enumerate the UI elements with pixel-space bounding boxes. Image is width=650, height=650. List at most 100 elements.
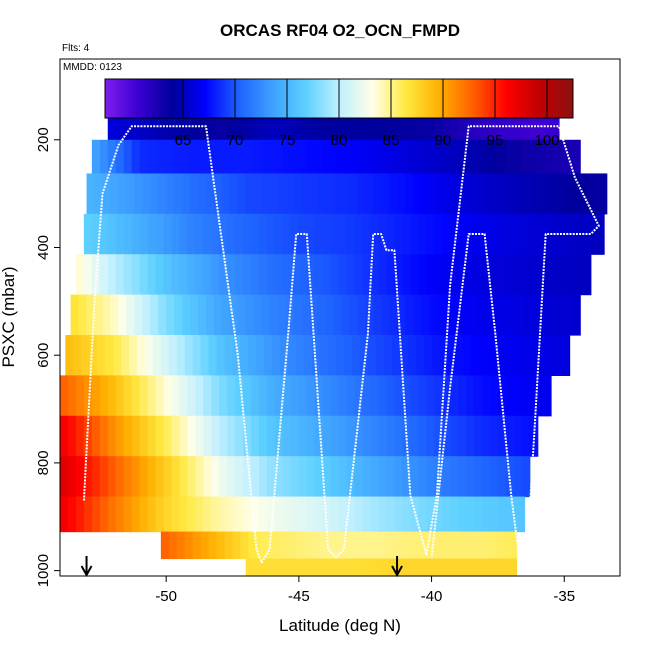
heatmap-cell — [115, 254, 125, 296]
heatmap-cell — [333, 294, 342, 336]
heatmap-cell — [370, 375, 380, 417]
heatmap-cell — [314, 254, 324, 296]
colorbar-segment — [479, 79, 483, 118]
heatmap-cell — [328, 531, 337, 560]
heatmap-cell — [282, 254, 292, 296]
heatmap-cell — [426, 254, 435, 296]
heatmap-cell — [67, 375, 77, 417]
colorbar-segment — [422, 79, 426, 118]
heatmap-cell — [102, 294, 112, 336]
y-tick-label: 800 — [35, 450, 52, 475]
heatmap-cell — [389, 173, 398, 215]
colorbar-segment — [500, 79, 504, 118]
heatmap-cell — [110, 173, 119, 215]
colorbar-segment — [557, 79, 561, 118]
heatmap-cell — [168, 335, 178, 376]
heatmap-cell — [474, 375, 483, 417]
heatmap-cell — [152, 335, 162, 376]
colorbar-segment — [146, 79, 150, 118]
heatmap-cell — [227, 456, 236, 498]
heatmap-cell — [99, 213, 109, 255]
colorbar-segment — [118, 79, 122, 118]
heatmap-cell — [267, 456, 276, 498]
heatmap-cell — [455, 531, 465, 560]
heatmap-cell — [513, 139, 523, 175]
heatmap-cell — [203, 254, 212, 296]
colorbar-segment — [180, 79, 184, 118]
heatmap-cell — [346, 254, 356, 296]
colorbar-segment — [136, 79, 140, 118]
heatmap-cell — [195, 496, 204, 533]
heatmap-cell — [168, 531, 178, 560]
heatmap-cell — [176, 531, 186, 560]
heatmap-cell — [131, 456, 141, 498]
colorbar-segment — [105, 79, 109, 118]
heatmap-cell — [282, 112, 292, 141]
colorbar-segment — [443, 79, 447, 118]
heatmap-cell — [139, 254, 149, 296]
heatmap-cell — [203, 415, 212, 457]
heatmap-cell — [200, 335, 210, 376]
heatmap-cell — [123, 415, 133, 457]
flight-track-line — [82, 125, 600, 564]
heatmap-cell — [569, 139, 579, 175]
heatmap-cell — [190, 294, 199, 336]
heatmap-cell — [187, 254, 196, 296]
heatmap-cell — [245, 173, 255, 215]
colorbar-segment — [219, 79, 223, 118]
colorbar-segment — [562, 79, 566, 118]
colorbar-segment — [391, 79, 395, 118]
colorbar-segment — [484, 79, 488, 118]
heatmap-cell — [115, 139, 125, 175]
heatmap-cell — [394, 496, 403, 533]
colorbar-tick-label: 90 — [435, 132, 452, 149]
heatmap-cell — [267, 496, 276, 533]
heatmap-cell — [521, 254, 531, 296]
heatmap-cell — [158, 294, 167, 336]
heatmap-cell — [407, 335, 417, 376]
heatmap-cell — [89, 335, 98, 376]
heatmap-cell — [428, 294, 438, 336]
heatmap-cell — [251, 139, 260, 175]
heatmap-cell — [521, 213, 531, 255]
heatmap-cell — [527, 335, 536, 376]
heatmap-cell — [450, 139, 459, 175]
colorbar-segment — [354, 79, 358, 118]
heatmap-cell — [219, 213, 228, 255]
heatmap-cell — [139, 496, 149, 533]
heatmap-cell — [505, 213, 515, 255]
heatmap-cell — [267, 112, 276, 141]
heatmap-cell — [412, 558, 422, 577]
heatmap-cell — [306, 415, 316, 457]
heatmap-cell — [227, 254, 236, 296]
colorbar-segment — [224, 79, 228, 118]
heatmap-cell — [471, 531, 480, 560]
heatmap-cell — [418, 213, 427, 255]
heatmap-cell — [274, 456, 284, 498]
heatmap-cell — [357, 558, 366, 577]
heatmap-cell — [431, 531, 441, 560]
heatmap-cell — [481, 139, 491, 175]
heatmap-cell — [378, 254, 388, 296]
heatmap-cell — [378, 415, 388, 457]
heatmap-cell — [219, 375, 228, 417]
heatmap-cell — [572, 294, 581, 336]
heatmap-cell — [243, 139, 252, 175]
heatmap-cell — [91, 456, 101, 498]
heatmap-cell — [314, 415, 324, 457]
heatmap-cell — [243, 112, 252, 141]
heatmap-cell — [290, 213, 300, 255]
flights-note: Flts: 4 — [62, 43, 90, 54]
colorbar-segment — [539, 79, 543, 118]
heatmap-cell — [545, 112, 555, 141]
colorbar-segment — [162, 79, 166, 118]
y-tick-label: 200 — [35, 127, 52, 152]
heatmap-cell — [436, 294, 446, 336]
colorbar-segment — [172, 79, 176, 118]
heatmap-cell — [211, 254, 220, 296]
heatmap-cell — [107, 456, 117, 498]
heatmap-cell — [298, 496, 308, 533]
heatmap-cell — [394, 375, 403, 417]
heatmap-cell — [314, 375, 324, 417]
heatmap-cell — [67, 415, 77, 457]
